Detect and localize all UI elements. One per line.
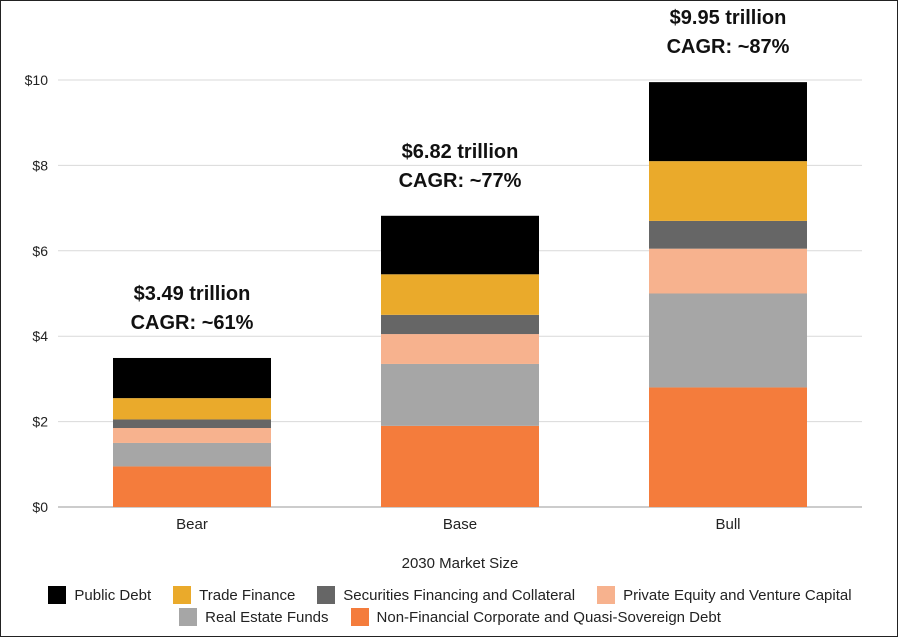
bar-total-annotations: $3.49 trillion CAGR: ~61% $6.82 trillion CA…	[131, 7, 790, 334]
bar-cagr-label: CAGR: ~61%	[131, 312, 254, 334]
bar-total-label: $9.95 trillion	[670, 7, 787, 29]
x-axis-title: 2030 Market Size	[402, 555, 519, 572]
x-tick-label: Base	[443, 516, 477, 533]
legend-item-trade-finance: Trade Finance	[173, 586, 295, 604]
bar-segment-base-securities-financing-and-collateral	[381, 314, 539, 335]
bar-total-label: $6.82 trillion	[402, 141, 519, 163]
bar-segment-base-private-equity-and-venture-capital	[381, 334, 539, 364]
bar-segment-base-non-financial-corporate-and-quasi-sovereign-debt	[381, 425, 539, 507]
legend-swatch-real-estate-funds	[179, 608, 198, 626]
legend-label: Private Equity and Venture Capital	[623, 586, 852, 604]
legend-label: Public Debt	[74, 586, 152, 604]
bar-segment-bear-non-financial-corporate-and-quasi-sovereign-debt	[113, 466, 271, 507]
legend: Public Debt Trade Finance Securities Fin…	[0, 584, 900, 628]
legend-swatch-trade-finance	[173, 586, 192, 604]
bar-segment-bear-securities-financing-and-collateral	[113, 419, 271, 429]
y-tick-label: $6	[32, 243, 48, 259]
y-tick-label: $2	[32, 414, 48, 430]
bar-segment-bear-private-equity-and-venture-capital	[113, 428, 271, 443]
legend-item-non-financial-corporate: Non-Financial Corporate and Quasi-Sovere…	[350, 608, 721, 626]
bar-segment-bear-real-estate-funds	[113, 442, 271, 467]
bar-segment-bull-non-financial-corporate-and-quasi-sovereign-debt	[649, 387, 807, 507]
legend-item-real-estate-funds: Real Estate Funds	[179, 608, 329, 626]
bar-cagr-label: CAGR: ~77%	[399, 170, 522, 192]
legend-label: Securities Financing and Collateral	[343, 586, 576, 604]
legend-label: Non-Financial Corporate and Quasi-Sovere…	[376, 608, 721, 626]
bar-segment-bull-public-debt	[649, 82, 807, 162]
bar-segment-bear-trade-finance	[113, 398, 271, 420]
legend-swatch-non-financial-corporate	[350, 608, 369, 626]
stacked-bar-chart: $0 $2 $4 $6 $8 $10 Bear Base Bull $3.49 trillio…	[25, 7, 862, 572]
legend-row-2: Real Estate Funds Non-Financial Corporat…	[0, 606, 900, 628]
legend-item-securities-financing: Securities Financing and Collateral	[317, 586, 575, 604]
y-tick-label: $0	[32, 499, 48, 515]
y-tick-label: $4	[32, 328, 48, 344]
y-tick-label: $10	[25, 72, 49, 88]
legend-item-private-equity: Private Equity and Venture Capital	[597, 586, 852, 604]
legend-item-public-debt: Public Debt	[48, 586, 151, 604]
bar-segment-base-public-debt	[381, 215, 539, 275]
legend-swatch-public-debt	[48, 586, 67, 604]
x-axis-ticks: Bear Base Bull	[176, 516, 740, 533]
bars	[113, 82, 807, 507]
bar-total-label: $3.49 trillion	[134, 283, 251, 305]
legend-label: Real Estate Funds	[205, 608, 329, 626]
legend-label: Trade Finance	[199, 586, 296, 604]
bar-cagr-label: CAGR: ~87%	[667, 36, 790, 58]
bar-segment-bull-trade-finance	[649, 161, 807, 221]
legend-swatch-securities-financing	[317, 586, 336, 604]
y-tick-label: $8	[32, 157, 48, 173]
bar-segment-bull-private-equity-and-venture-capital	[649, 248, 807, 294]
x-tick-label: Bear	[176, 516, 208, 533]
bar-segment-base-real-estate-funds	[381, 363, 539, 426]
legend-swatch-private-equity	[597, 586, 616, 604]
bar-segment-bull-real-estate-funds	[649, 293, 807, 388]
legend-row-1: Public Debt Trade Finance Securities Fin…	[0, 584, 900, 606]
x-tick-label: Bull	[715, 516, 740, 533]
bar-segment-bull-securities-financing-and-collateral	[649, 220, 807, 249]
y-axis-ticks: $0 $2 $4 $6 $8 $10	[25, 72, 49, 515]
bar-segment-bear-public-debt	[113, 357, 271, 399]
bar-segment-base-trade-finance	[381, 274, 539, 315]
